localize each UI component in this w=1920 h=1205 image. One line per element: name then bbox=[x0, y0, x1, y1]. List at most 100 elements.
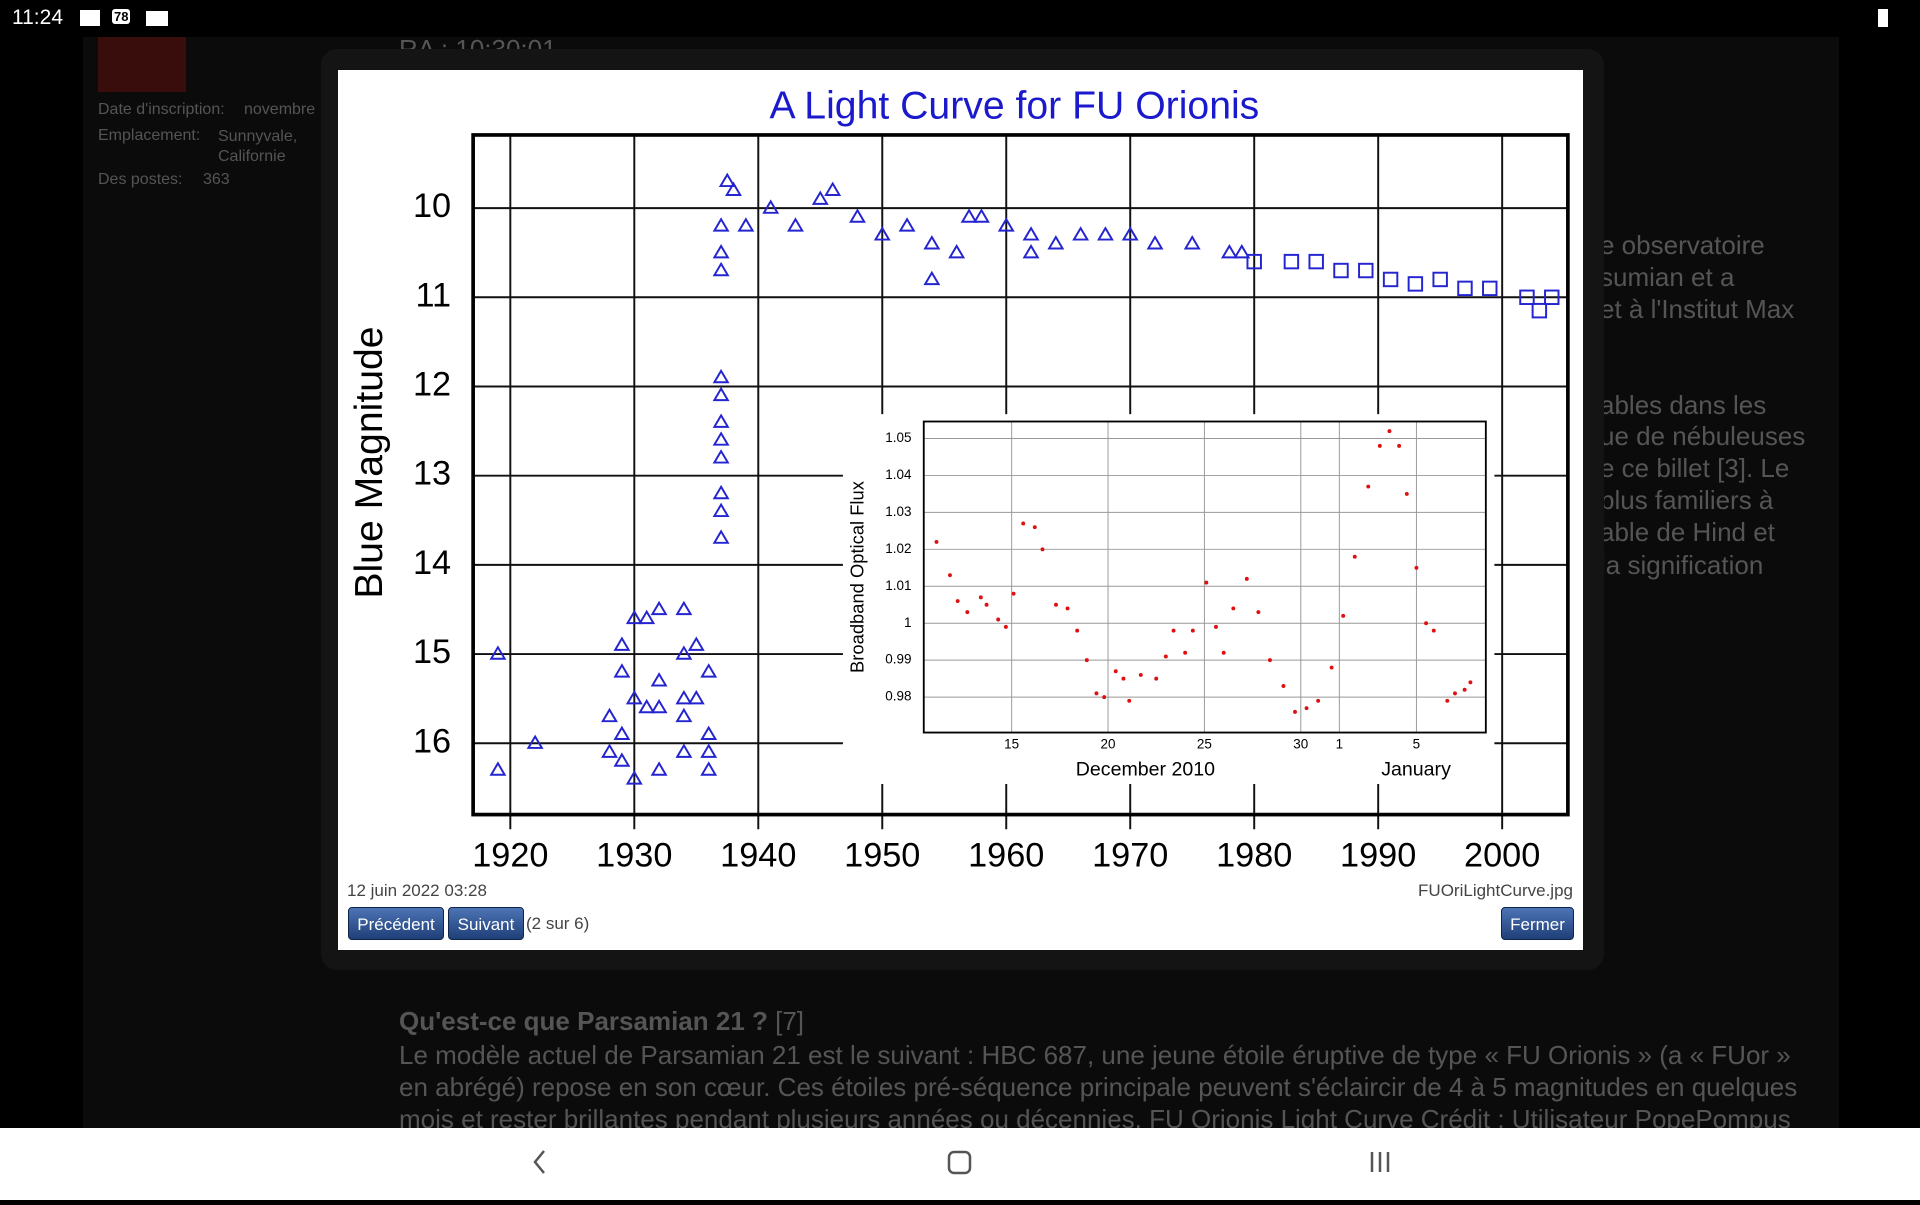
data-point bbox=[923, 270, 941, 286]
data-point bbox=[712, 449, 730, 464]
y-tick-label: 10 bbox=[413, 187, 451, 225]
paragraph-line: en abrégé) repose en son cœur. Ces étoil… bbox=[399, 1072, 1798, 1102]
data-point bbox=[1221, 650, 1226, 655]
data-point bbox=[1414, 565, 1419, 570]
data-point bbox=[613, 663, 631, 678]
status-bar: 11:24 78 bbox=[0, 0, 1920, 37]
data-point bbox=[1432, 271, 1448, 288]
data-point bbox=[737, 217, 755, 232]
lightbox: 10 11 12 13 14 15 16 1920 1930 1940 1950 1960 1970 19… bbox=[338, 70, 1583, 950]
data-point bbox=[712, 261, 730, 277]
data-point bbox=[1404, 491, 1409, 496]
data-point bbox=[638, 698, 656, 714]
data-point bbox=[1096, 226, 1114, 241]
x-tick-label: 1930 bbox=[596, 837, 672, 875]
data-point bbox=[1190, 628, 1195, 633]
y-tick-label: 13 bbox=[413, 455, 451, 493]
data-point bbox=[1204, 580, 1209, 585]
profile-label: Date d'inscription: bbox=[98, 101, 225, 118]
data-point bbox=[1244, 576, 1249, 581]
prev-button[interactable]: Précédent bbox=[348, 907, 444, 940]
data-point bbox=[1382, 271, 1399, 288]
data-point bbox=[712, 244, 730, 259]
data-point bbox=[1233, 244, 1251, 259]
data-point bbox=[687, 689, 705, 705]
data-point bbox=[675, 600, 693, 616]
inset-background bbox=[842, 414, 1495, 784]
data-point bbox=[1281, 684, 1286, 688]
profile-label: Emplacement: bbox=[98, 127, 201, 144]
data-point bbox=[1445, 698, 1450, 703]
data-point bbox=[1065, 606, 1070, 611]
recents-button[interactable] bbox=[1370, 1152, 1390, 1172]
home-button[interactable] bbox=[947, 1150, 972, 1175]
y-axis-label: Blue Magnitude bbox=[348, 326, 391, 598]
data-point bbox=[712, 484, 730, 500]
heading: Qu'est-ce que Parsamian 21 ? [7] bbox=[399, 1006, 804, 1037]
data-point bbox=[613, 752, 631, 767]
data-point bbox=[1544, 289, 1560, 306]
x-tick-label: 2000 bbox=[1464, 837, 1540, 875]
data-point bbox=[1113, 669, 1118, 674]
data-point bbox=[1468, 680, 1473, 685]
data-point bbox=[824, 181, 842, 196]
x-tick-label: 1920 bbox=[472, 837, 548, 875]
data-point bbox=[687, 636, 705, 651]
data-point bbox=[1040, 547, 1045, 552]
data-point bbox=[712, 431, 730, 446]
data-point bbox=[997, 217, 1015, 232]
data-point bbox=[1003, 624, 1008, 629]
data-point bbox=[1482, 280, 1498, 297]
clock: 11:24 bbox=[12, 6, 63, 29]
data-point bbox=[1453, 691, 1457, 696]
data-point bbox=[1316, 698, 1321, 703]
data-point bbox=[700, 725, 718, 741]
profile-value: 363 bbox=[203, 171, 230, 188]
data-point bbox=[601, 707, 618, 723]
data-point bbox=[1231, 606, 1236, 611]
data-point bbox=[1214, 624, 1218, 629]
y-tick-label: 14 bbox=[413, 544, 451, 582]
article-line: plus familiers à bbox=[1600, 485, 1774, 515]
data-point bbox=[625, 689, 643, 705]
data-point bbox=[1146, 235, 1164, 250]
y-tick-label: 0.98 bbox=[885, 689, 911, 704]
data-point bbox=[1183, 650, 1188, 655]
data-point bbox=[718, 172, 736, 188]
ref: [7] bbox=[775, 1006, 805, 1036]
data-point bbox=[1047, 235, 1065, 250]
x-tick-label: 1940 bbox=[720, 837, 796, 875]
counter: (2 sur 6) bbox=[526, 914, 590, 933]
data-point bbox=[1333, 262, 1349, 279]
data-point bbox=[960, 208, 978, 223]
avatar bbox=[98, 37, 186, 92]
data-point bbox=[1352, 554, 1357, 559]
data-point bbox=[625, 770, 643, 785]
data-point bbox=[1462, 687, 1467, 692]
badge: 78 bbox=[112, 9, 131, 24]
data-point bbox=[1163, 654, 1168, 659]
next-button[interactable]: Suivant bbox=[448, 907, 524, 940]
x-tick-label: 25 bbox=[1197, 736, 1212, 751]
x-tick-label: 1990 bbox=[1340, 837, 1416, 875]
data-point bbox=[1094, 691, 1099, 696]
data-point bbox=[787, 217, 804, 232]
battery-icon bbox=[1878, 9, 1888, 27]
back-button[interactable] bbox=[533, 1150, 545, 1174]
x-tick-label: 1 bbox=[1336, 736, 1343, 751]
data-point bbox=[1329, 665, 1334, 670]
y-tick-label: 1.04 bbox=[885, 467, 912, 482]
data-point bbox=[1407, 276, 1424, 292]
y-tick-label: 0.99 bbox=[885, 652, 911, 667]
y-tick-label: 16 bbox=[413, 722, 451, 760]
data-point bbox=[1308, 253, 1324, 270]
data-point bbox=[1138, 672, 1143, 677]
data-point bbox=[1457, 280, 1473, 297]
close-button[interactable]: Fermer bbox=[1501, 907, 1574, 940]
data-point bbox=[675, 743, 693, 758]
data-point bbox=[873, 226, 891, 241]
article-line: ables dans les bbox=[1600, 390, 1767, 420]
y-tick-label: 1.03 bbox=[885, 504, 911, 519]
article-line: sumian et a bbox=[1600, 262, 1735, 292]
data-point bbox=[489, 761, 507, 776]
